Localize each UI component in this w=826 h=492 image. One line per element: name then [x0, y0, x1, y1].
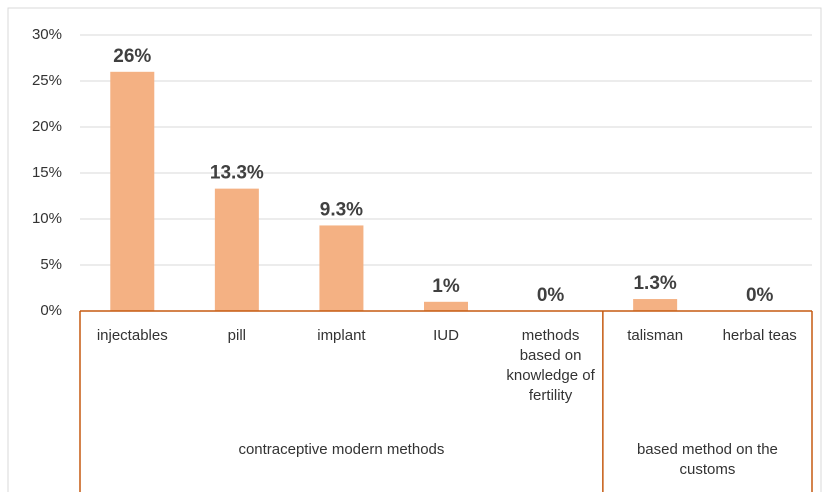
y-tick-label: 10%: [32, 210, 62, 227]
y-tick-label: 25%: [32, 72, 62, 89]
value-label: 0%: [746, 285, 774, 306]
value-label: 1%: [432, 276, 460, 297]
x-tick-label: pill: [227, 327, 247, 344]
bar: [633, 299, 678, 311]
bar: [110, 71, 155, 311]
y-tick-label: 30%: [32, 26, 62, 43]
group-label: contraceptive modern methods: [238, 441, 445, 458]
x-tick-label: talisman: [627, 327, 684, 344]
x-tick-label: IUD: [433, 327, 459, 344]
bar: [424, 301, 468, 311]
value-label: 13.3%: [210, 163, 264, 184]
value-label: 26%: [113, 46, 151, 67]
x-tick-label: methods based on knowledge of fertility: [506, 327, 595, 404]
x-tick-label: implant: [317, 327, 366, 344]
y-tick-label: 5%: [40, 256, 62, 273]
x-tick-label: injectables: [96, 327, 168, 344]
y-tick-label: 15%: [32, 164, 62, 181]
value-label: 0%: [537, 285, 565, 306]
chart-border: [7, 7, 822, 492]
x-tick-label: herbal teas: [722, 327, 797, 344]
group-label: based method on the customs: [636, 441, 778, 478]
value-label: 1.3%: [633, 273, 676, 294]
y-tick-label: 0%: [40, 302, 62, 319]
bar: [319, 225, 364, 311]
bar: [214, 188, 259, 311]
y-tick-label: 20%: [32, 118, 62, 135]
value-label: 9.3%: [320, 199, 363, 220]
